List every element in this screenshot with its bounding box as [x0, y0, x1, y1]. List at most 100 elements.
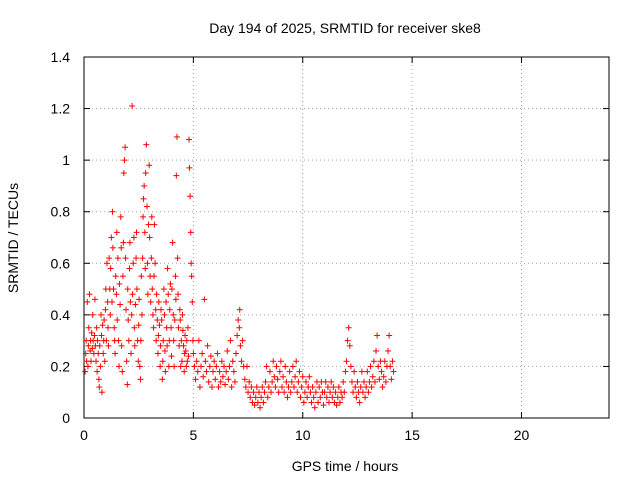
data-point — [133, 229, 140, 236]
data-point — [378, 368, 385, 375]
data-point — [158, 317, 165, 324]
data-point — [186, 136, 192, 143]
data-point — [375, 363, 382, 370]
data-point — [141, 182, 148, 189]
data-point — [282, 363, 289, 370]
data-point — [169, 239, 176, 246]
data-point — [136, 296, 143, 303]
data-point — [112, 273, 119, 280]
data-point — [84, 298, 91, 305]
data-point — [189, 298, 196, 305]
x-tick-label: 5 — [189, 427, 197, 443]
data-point — [328, 378, 335, 385]
data-point — [226, 363, 233, 370]
data-point — [112, 350, 119, 357]
data-point — [191, 363, 198, 370]
data-point — [218, 358, 225, 365]
data-point — [155, 332, 162, 339]
data-point — [370, 358, 377, 365]
data-point — [154, 350, 161, 357]
data-point — [102, 306, 109, 313]
data-point — [238, 358, 245, 365]
data-point — [151, 273, 157, 280]
data-point — [158, 306, 164, 313]
data-point — [117, 301, 124, 308]
data-point — [251, 402, 258, 409]
data-point — [138, 273, 145, 280]
data-point — [208, 384, 215, 391]
data-point — [175, 291, 182, 298]
data-point — [131, 342, 138, 349]
data-point — [105, 342, 112, 349]
data-point — [107, 265, 114, 272]
data-point — [217, 378, 224, 385]
data-point — [309, 384, 316, 391]
data-point — [101, 317, 108, 324]
data-point — [236, 306, 243, 313]
data-point — [123, 358, 130, 365]
data-point — [354, 378, 361, 385]
data-point — [248, 384, 255, 391]
data-point — [351, 368, 358, 375]
data-point — [118, 244, 125, 251]
data-point — [157, 363, 164, 370]
data-point — [367, 363, 374, 370]
data-point — [188, 273, 195, 280]
data-point — [298, 384, 305, 391]
data-point — [247, 394, 254, 401]
data-point — [111, 324, 118, 331]
data-point — [91, 332, 98, 339]
data-point — [108, 234, 115, 241]
data-point — [275, 389, 282, 396]
data-point — [196, 384, 203, 391]
data-point — [180, 342, 187, 349]
y-tick-label: 0.8 — [51, 204, 71, 220]
data-point — [177, 363, 184, 370]
data-point — [116, 280, 123, 287]
data-point — [129, 102, 136, 109]
data-point — [266, 368, 273, 375]
data-point — [289, 363, 296, 370]
data-point — [341, 389, 348, 396]
data-point — [172, 273, 179, 280]
data-point — [245, 389, 252, 396]
data-point — [369, 373, 376, 380]
data-point — [225, 376, 232, 383]
data-point — [144, 291, 151, 298]
data-point — [345, 324, 352, 331]
data-point — [320, 402, 327, 409]
data-point — [122, 144, 129, 151]
data-point — [152, 306, 159, 313]
data-point — [250, 389, 257, 396]
data-point — [361, 378, 367, 385]
data-point — [91, 296, 98, 303]
data-point — [179, 311, 186, 318]
data-point — [388, 376, 395, 383]
data-point — [181, 368, 188, 375]
data-point — [258, 394, 265, 401]
data-point — [366, 378, 373, 385]
data-point — [168, 353, 175, 360]
data-point — [207, 353, 214, 360]
data-point — [353, 394, 360, 401]
data-point — [149, 311, 156, 318]
data-point — [184, 324, 191, 331]
data-point — [136, 363, 143, 370]
data-point — [159, 376, 166, 383]
data-point — [295, 378, 302, 385]
data-point — [284, 394, 291, 401]
data-point — [146, 162, 153, 169]
data-point — [132, 301, 139, 308]
data-point — [119, 368, 126, 375]
data-point — [160, 337, 167, 344]
data-point — [130, 234, 137, 241]
data-point — [106, 255, 113, 262]
data-point — [236, 324, 243, 331]
data-point — [311, 404, 318, 411]
data-point — [307, 389, 314, 396]
data-point — [194, 368, 201, 375]
data-point — [109, 298, 115, 305]
data-point — [82, 368, 89, 375]
data-point — [170, 337, 177, 344]
data-point — [146, 234, 153, 241]
